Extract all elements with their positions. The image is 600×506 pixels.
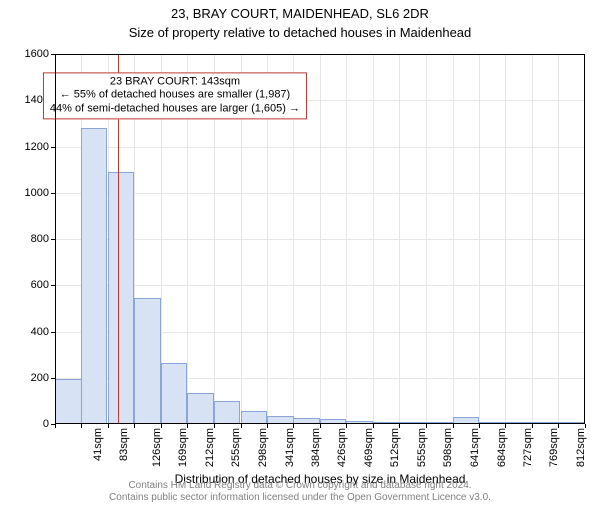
y-tick-label: 0 [15,418,55,430]
x-tick-label: 469sqm [363,428,375,467]
x-tick-mark [187,424,188,428]
x-tick-mark [55,424,56,428]
x-tick-label: 555sqm [416,428,428,467]
x-tick-mark [373,424,374,428]
x-tick-label: 641sqm [469,428,481,467]
footer-line-1: Contains HM Land Registry data © Crown c… [0,480,600,492]
x-tick-mark [426,424,427,428]
x-tick-label: 812sqm [575,428,587,467]
x-tick-mark [134,424,135,428]
x-tick-mark [453,424,454,428]
y-tick-label: 1600 [15,48,55,60]
x-tick-mark [293,424,294,428]
x-tick-mark [505,424,506,428]
x-tick-mark [241,424,242,428]
y-tick-label: 200 [15,372,55,384]
y-tick-label: 400 [15,326,55,338]
x-tick-label: 126sqm [151,428,163,467]
x-tick-label: 769sqm [548,428,560,467]
y-tick-label: 1200 [15,141,55,153]
x-tick-label: 212sqm [204,428,216,467]
footer-line-2: Contains public sector information licen… [0,492,600,504]
y-tick-label: 1000 [15,187,55,199]
page-title-address: 23, BRAY COURT, MAIDENHEAD, SL6 2DR [0,6,600,23]
x-tick-label: 684sqm [496,428,508,467]
x-tick-label: 298sqm [257,428,269,467]
x-tick-label: 83sqm [118,428,130,461]
x-tick-mark [532,424,533,428]
page-title-subtitle: Size of property relative to detached ho… [0,25,600,42]
x-tick-mark [479,424,480,428]
x-tick-label: 727sqm [522,428,534,467]
footer-attribution: Contains HM Land Registry data © Crown c… [0,480,600,504]
x-tick-mark [161,424,162,428]
x-tick-mark [81,424,82,428]
histogram-chart: Number of detached properties Distributi… [55,54,585,424]
x-tick-label: 512sqm [389,428,401,467]
x-tick-mark [399,424,400,428]
x-tick-mark [346,424,347,428]
x-tick-label: 384sqm [310,428,322,467]
x-tick-label: 169sqm [177,428,189,467]
x-tick-label: 341sqm [284,428,296,467]
x-tick-mark [267,424,268,428]
y-tick-label: 600 [15,279,55,291]
y-tick-label: 800 [15,233,55,245]
x-tick-mark [108,424,109,428]
plot-border [55,54,585,424]
x-tick-label: 255sqm [230,428,242,467]
x-tick-label: 41sqm [92,428,104,461]
x-tick-label: 426sqm [336,428,348,467]
x-tick-mark [558,424,559,428]
x-tick-mark [214,424,215,428]
x-tick-label: 598sqm [443,428,455,467]
x-tick-mark [585,424,586,428]
x-tick-mark [320,424,321,428]
